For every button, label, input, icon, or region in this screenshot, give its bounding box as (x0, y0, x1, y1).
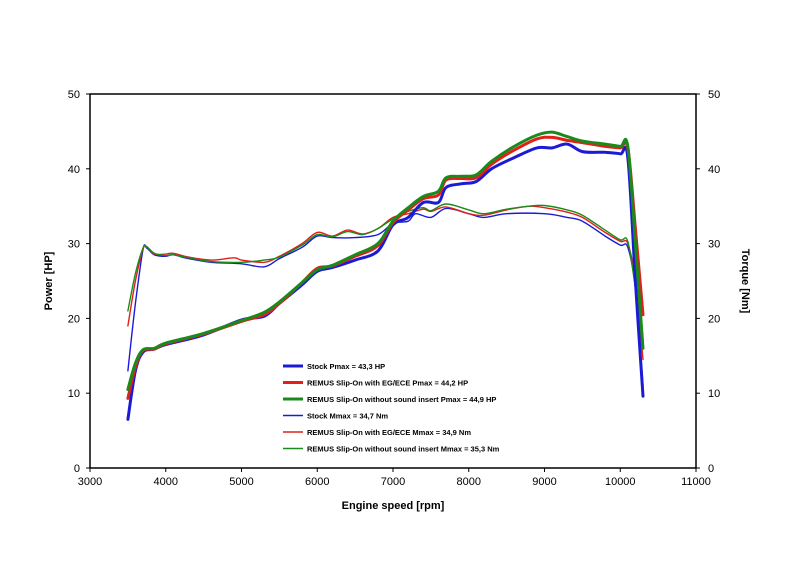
plot-area (89, 93, 697, 469)
y-right-tick-label: 40 (708, 164, 720, 176)
y-left-tick-label: 10 (68, 388, 80, 400)
x-tick-label: 3000 (78, 476, 102, 488)
x-tick-label: 7000 (381, 476, 405, 488)
x-tick-label: 11000 (681, 476, 711, 488)
series-line-2 (126, 130, 645, 391)
y-axis-right-label: Torque [Nm] (739, 249, 751, 314)
series-layer (126, 130, 645, 421)
x-tick-label: 8000 (457, 476, 481, 488)
legend-label: Stock Pmax = 43,3 HP (307, 362, 385, 371)
y-left-tick-label: 50 (68, 89, 80, 101)
y-axis-left-ticks: 0 10 20 30 40 50 (68, 89, 90, 475)
legend-label: REMUS Slip-On with EG/ECE Pmax = 44,2 HP (307, 378, 468, 387)
legend-label: REMUS Slip-On without sound insert Pmax … (307, 395, 496, 404)
legend-label: Stock Mmax = 34,7 Nm (307, 411, 388, 420)
y-left-tick-label: 20 (68, 313, 80, 325)
x-tick-label: 9000 (532, 476, 556, 488)
legend-label: REMUS Slip-On with EG/ECE Mmax = 34,9 Nm (307, 428, 471, 437)
y-right-tick-label: 30 (708, 239, 720, 251)
y-right-tick-label: 0 (708, 463, 714, 475)
y-left-tick-label: 0 (74, 463, 80, 475)
x-tick-label: 6000 (305, 476, 329, 488)
x-axis-ticks: 3000 4000 5000 6000 7000 8000 9000 10000 11000 (78, 468, 711, 488)
x-tick-label: 4000 (154, 476, 178, 488)
y-axis-left-label: Power [HP] (43, 251, 55, 310)
legend-label: REMUS Slip-On without sound insert Mmax … (307, 444, 500, 453)
x-tick-label: 5000 (229, 476, 253, 488)
series-line-5 (127, 203, 644, 349)
x-tick-label: 10000 (605, 476, 636, 488)
y-right-tick-label: 20 (708, 313, 720, 325)
y-left-tick-label: 40 (68, 164, 80, 176)
x-axis-label: Engine speed [rpm] (342, 500, 445, 512)
y-left-tick-label: 30 (68, 239, 80, 251)
y-axis-right-ticks: 0 10 20 30 40 50 (696, 89, 720, 475)
legend: Stock Pmax = 43,3 HP REMUS Slip-On with E… (283, 362, 500, 453)
y-right-tick-label: 10 (708, 388, 720, 400)
y-right-tick-label: 50 (708, 89, 720, 101)
